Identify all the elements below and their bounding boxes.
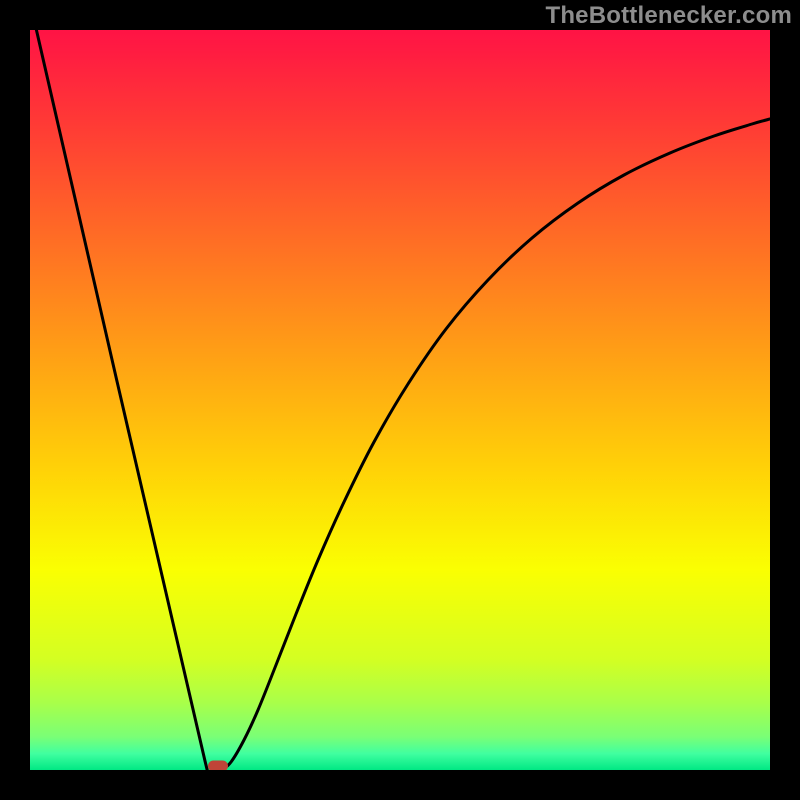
chart-root: TheBottlenecker.com [0, 0, 800, 800]
watermark-text: TheBottlenecker.com [545, 2, 792, 30]
bottleneck-chart [0, 0, 800, 800]
gradient-background [30, 30, 770, 770]
optimal-point-marker [208, 761, 228, 772]
